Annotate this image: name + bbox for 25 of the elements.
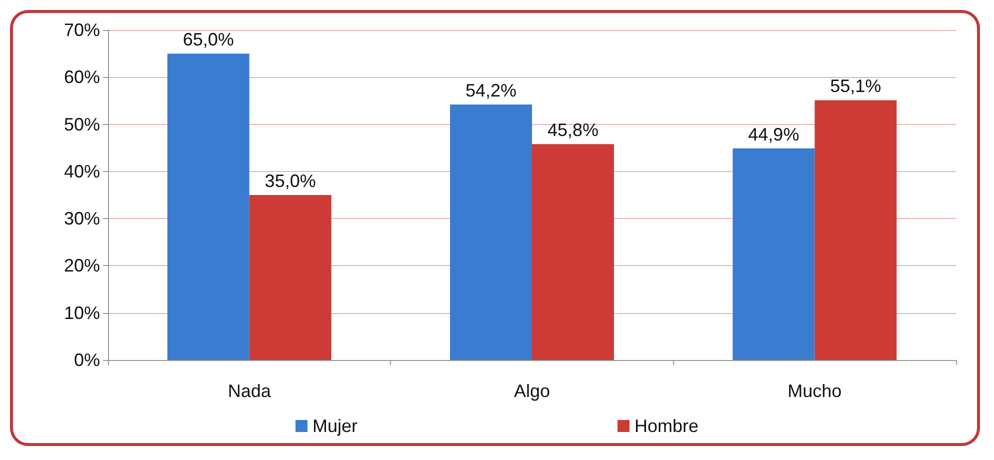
y-tick-label: 0% [74,350,100,370]
legend-label: Hombre [634,416,699,436]
data-label: 44,9% [748,124,800,144]
y-tick-label: 10% [64,302,100,323]
data-label: 55,1% [830,76,882,96]
legend-label: Mujer [312,416,358,436]
bar [814,100,897,360]
bar [450,104,532,360]
y-tick-label: 50% [64,114,100,134]
bar [532,144,614,360]
bar [249,195,332,360]
bar [167,54,250,360]
y-tick-label: 20% [64,256,100,276]
x-tick-label: Nada [228,381,272,401]
y-tick-label: 70% [64,20,100,40]
y-tick-label: 40% [64,161,100,182]
x-tick-label: Algo [514,381,550,401]
y-tick-label: 30% [64,208,100,229]
data-label: 54,2% [465,80,517,100]
bar [732,148,815,360]
data-label: 45,8% [547,120,599,140]
y-tick-label: 60% [64,67,100,88]
data-label: 65,0% [182,30,234,50]
x-tick-label: Mucho [788,381,842,401]
data-label: 35,0% [264,171,316,191]
